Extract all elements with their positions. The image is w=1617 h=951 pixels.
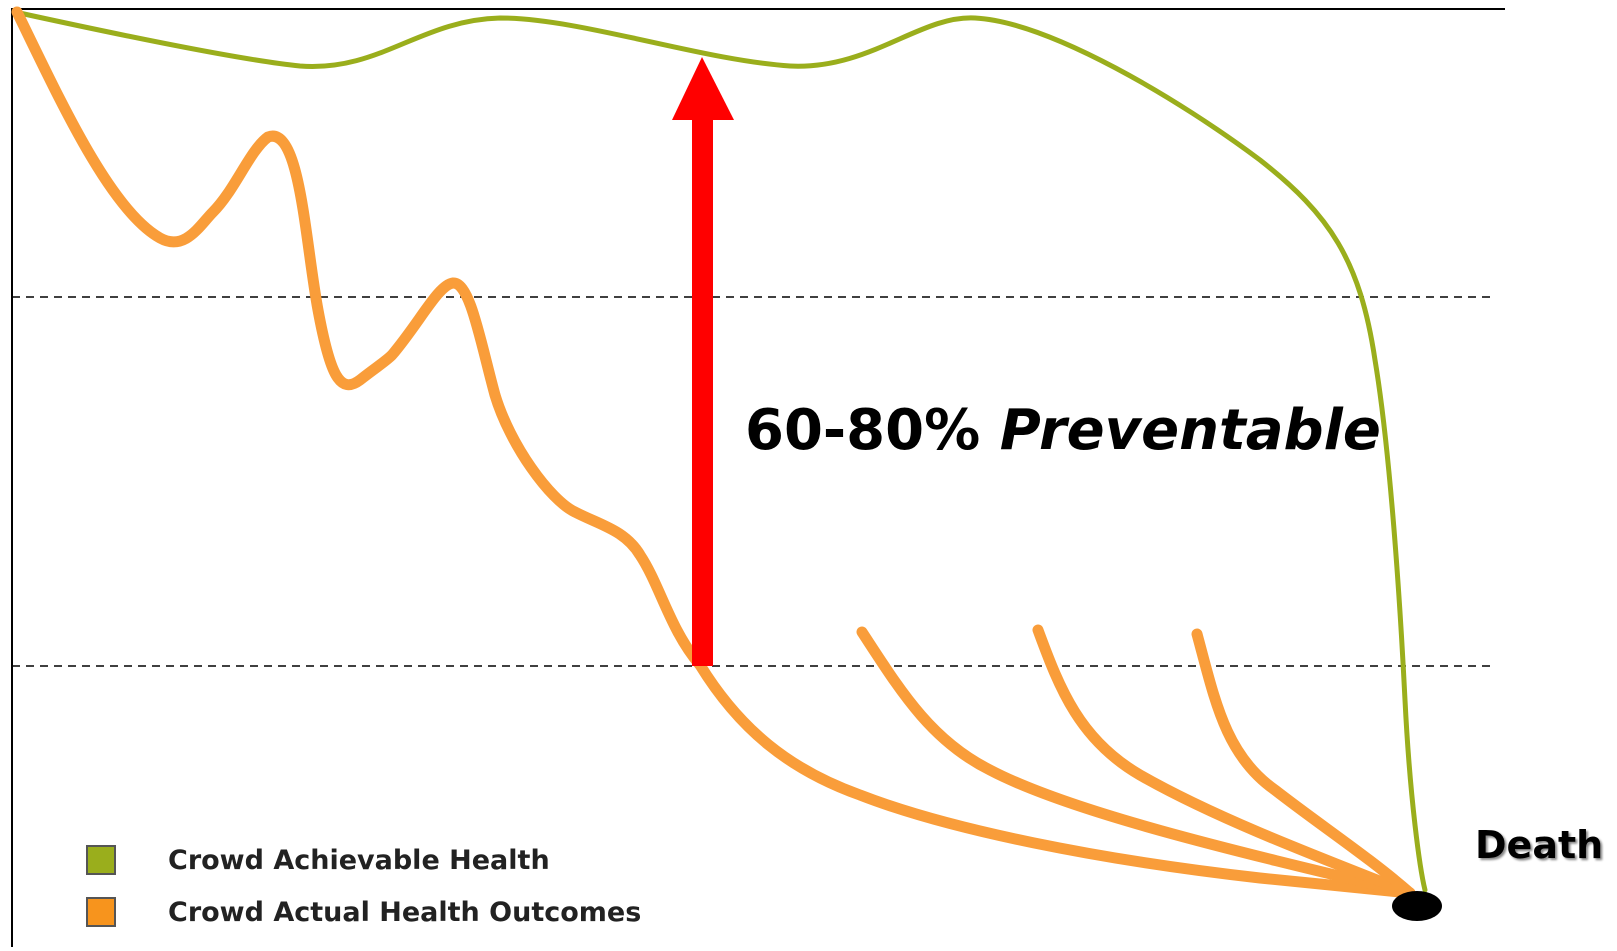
callout-word: Preventable bbox=[999, 398, 1381, 463]
preventable-callout: 60-80% Preventable bbox=[745, 403, 1381, 459]
preventable-arrow-head bbox=[672, 57, 734, 120]
branch-curve-3 bbox=[1191, 628, 1416, 899]
death-marker bbox=[1392, 891, 1442, 921]
callout-number: 60-80% bbox=[745, 398, 981, 463]
actual-health-curve bbox=[11, 6, 1416, 899]
legend-swatch-actual bbox=[86, 897, 116, 927]
death-label: Death bbox=[1475, 823, 1604, 867]
legend-label-actual: Crowd Actual Health Outcomes bbox=[168, 896, 642, 928]
achievable-health-curve bbox=[12, 9, 1428, 893]
preventable-arrow-shaft bbox=[692, 118, 713, 666]
legend-label-achievable: Crowd Achievable Health bbox=[168, 844, 550, 876]
legend-item-actual: Crowd Actual Health Outcomes bbox=[86, 895, 641, 929]
branch-curve-2 bbox=[1032, 624, 1416, 899]
legend-item-achievable: Crowd Achievable Health bbox=[86, 843, 550, 877]
branch-curve-1 bbox=[856, 626, 1416, 899]
legend-swatch-achievable bbox=[86, 845, 116, 875]
